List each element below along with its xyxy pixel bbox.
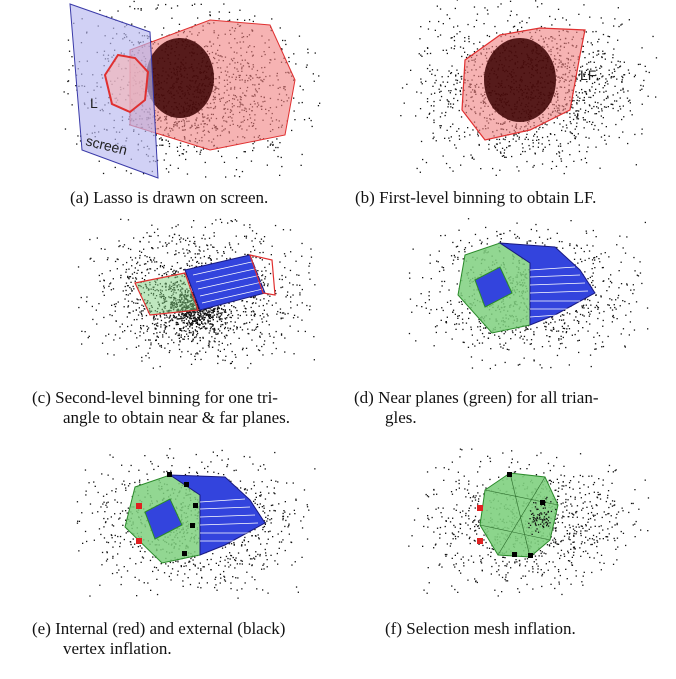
panel-f bbox=[380, 445, 676, 605]
internal-vertex bbox=[477, 505, 483, 511]
plane-stripes bbox=[529, 266, 589, 318]
lasso-outline bbox=[103, 53, 150, 114]
internal-vertex bbox=[477, 538, 483, 544]
external-vertex bbox=[190, 523, 195, 528]
inner-near-plane bbox=[144, 498, 183, 540]
panel-c bbox=[50, 215, 340, 375]
external-vertex bbox=[167, 472, 172, 477]
external-vertex bbox=[540, 500, 545, 505]
inner-near-plane bbox=[474, 266, 513, 308]
caption-text: Selection mesh inflation. bbox=[406, 619, 576, 638]
panel-d bbox=[380, 215, 676, 375]
caption-c: (c) Second-level binning for one tri- an… bbox=[32, 388, 362, 428]
caption-text: Lasso is drawn on screen. bbox=[93, 188, 269, 207]
far-plane-outline bbox=[249, 254, 276, 296]
caption-tag: (f) bbox=[385, 619, 402, 638]
caption-text-line2: gles. bbox=[385, 408, 417, 427]
lasso-label: L bbox=[90, 95, 98, 111]
caption-e: (e) Internal (red) and external (black) … bbox=[32, 619, 362, 659]
caption-f: (f) Selection mesh inflation. bbox=[385, 619, 675, 639]
caption-text: Second-level binning for one tri- bbox=[55, 388, 278, 407]
caption-text: Internal (red) and external (black) bbox=[55, 619, 286, 638]
caption-text-line2: vertex inflation. bbox=[63, 639, 172, 658]
internal-vertex bbox=[136, 503, 142, 509]
far-planes bbox=[498, 242, 596, 326]
caption-b: (b) First-level binning to obtain LF. bbox=[355, 188, 675, 208]
external-vertex bbox=[528, 553, 533, 558]
caption-tag: (e) bbox=[32, 619, 51, 638]
plane-stripes bbox=[199, 498, 259, 542]
caption-tag: (d) bbox=[354, 388, 374, 407]
plane-stripes bbox=[192, 260, 264, 304]
caption-a: (a) Lasso is drawn on screen. bbox=[70, 188, 360, 208]
external-vertex bbox=[193, 503, 198, 508]
dense-core bbox=[484, 38, 556, 122]
dense-core bbox=[146, 38, 214, 118]
far-planes bbox=[168, 474, 266, 556]
caption-tag: (a) bbox=[70, 188, 89, 207]
caption-text: Near planes (green) for all trian- bbox=[378, 388, 599, 407]
panel-e-figure bbox=[76, 448, 316, 599]
panel-b-figure: LF bbox=[400, 0, 658, 176]
caption-tag: (c) bbox=[32, 388, 51, 407]
external-vertex bbox=[512, 552, 517, 557]
panel-c-figure bbox=[77, 218, 316, 369]
near-plane-triangle bbox=[134, 272, 199, 316]
panel-e bbox=[50, 445, 340, 605]
internal-vertex bbox=[136, 538, 142, 544]
external-vertex bbox=[507, 472, 512, 477]
caption-text: First-level binning to obtain LF. bbox=[379, 188, 597, 207]
external-vertex bbox=[184, 482, 189, 487]
caption-tag: (b) bbox=[355, 188, 375, 207]
caption-d: (d) Near planes (green) for all trian- g… bbox=[354, 388, 676, 428]
panel-a-figure: L screen bbox=[63, 0, 321, 179]
frustum-label: LF bbox=[580, 67, 596, 83]
interior-points bbox=[528, 496, 557, 535]
panel-a: L screen bbox=[40, 0, 340, 180]
external-vertex bbox=[182, 551, 187, 556]
panel-d-figure bbox=[408, 218, 649, 370]
caption-text-line2: angle to obtain near & far planes. bbox=[63, 408, 291, 427]
panel-f-figure bbox=[408, 448, 650, 597]
panel-b: LF bbox=[380, 0, 676, 180]
